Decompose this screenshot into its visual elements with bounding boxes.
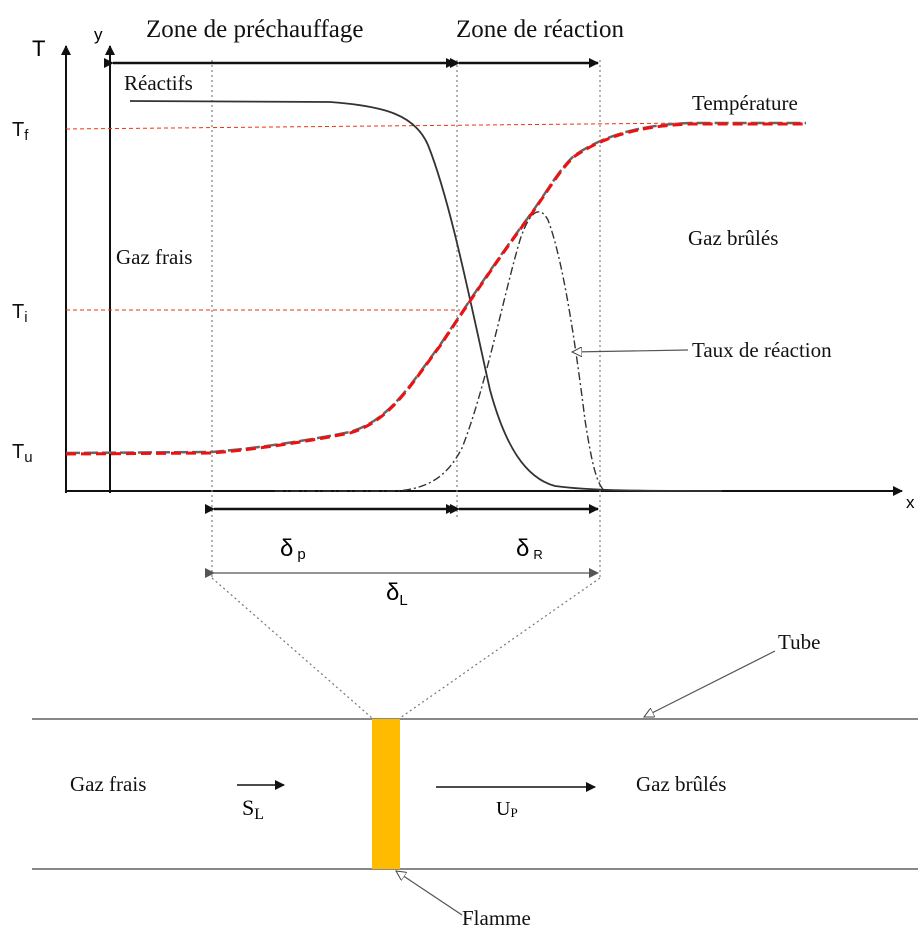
delta-l-label: δL <box>386 579 408 609</box>
tube-fresh-gas-label: Gaz frais <box>70 772 146 796</box>
zoom-line-left <box>211 577 373 719</box>
tube-pointer <box>644 650 776 718</box>
tick-tf: Tf <box>12 119 29 144</box>
flame <box>372 719 400 869</box>
reaction-rate-curve <box>275 211 606 492</box>
flame-speed-label: SL <box>242 795 264 823</box>
preheat-zone-label: Zone de préchauffage <box>146 16 363 43</box>
x-axis-label: x <box>906 493 915 512</box>
zoom-line-right <box>399 577 601 719</box>
reaction-rate-pointer <box>572 350 689 352</box>
reaction-rate-label: Taux de réaction <box>692 338 832 362</box>
flame-pointer <box>396 871 463 916</box>
temperature-curve-underlay <box>65 121 806 455</box>
gas-velocity-label: UP <box>496 798 518 820</box>
tube-burnt-gas-label: Gaz brûlés <box>636 772 726 796</box>
tf-guide-line <box>65 122 691 130</box>
temperature-label: Température <box>692 91 798 115</box>
reactants-label: Réactifs <box>124 71 193 95</box>
reactants-curve <box>129 100 723 492</box>
tick-tu: Tu <box>12 441 33 466</box>
temperature-axis-label: T <box>32 36 45 61</box>
temperature-curve <box>65 122 806 456</box>
reaction-zone-label: Zone de réaction <box>456 16 624 43</box>
y-axis-label: y <box>94 25 103 44</box>
burnt-gas-label: Gaz brûlés <box>688 226 778 250</box>
flame-label: Flamme <box>462 906 531 930</box>
tick-ti: Ti <box>12 301 28 326</box>
fresh-gas-label: Gaz frais <box>116 245 192 269</box>
tube-label: Tube <box>778 630 820 654</box>
